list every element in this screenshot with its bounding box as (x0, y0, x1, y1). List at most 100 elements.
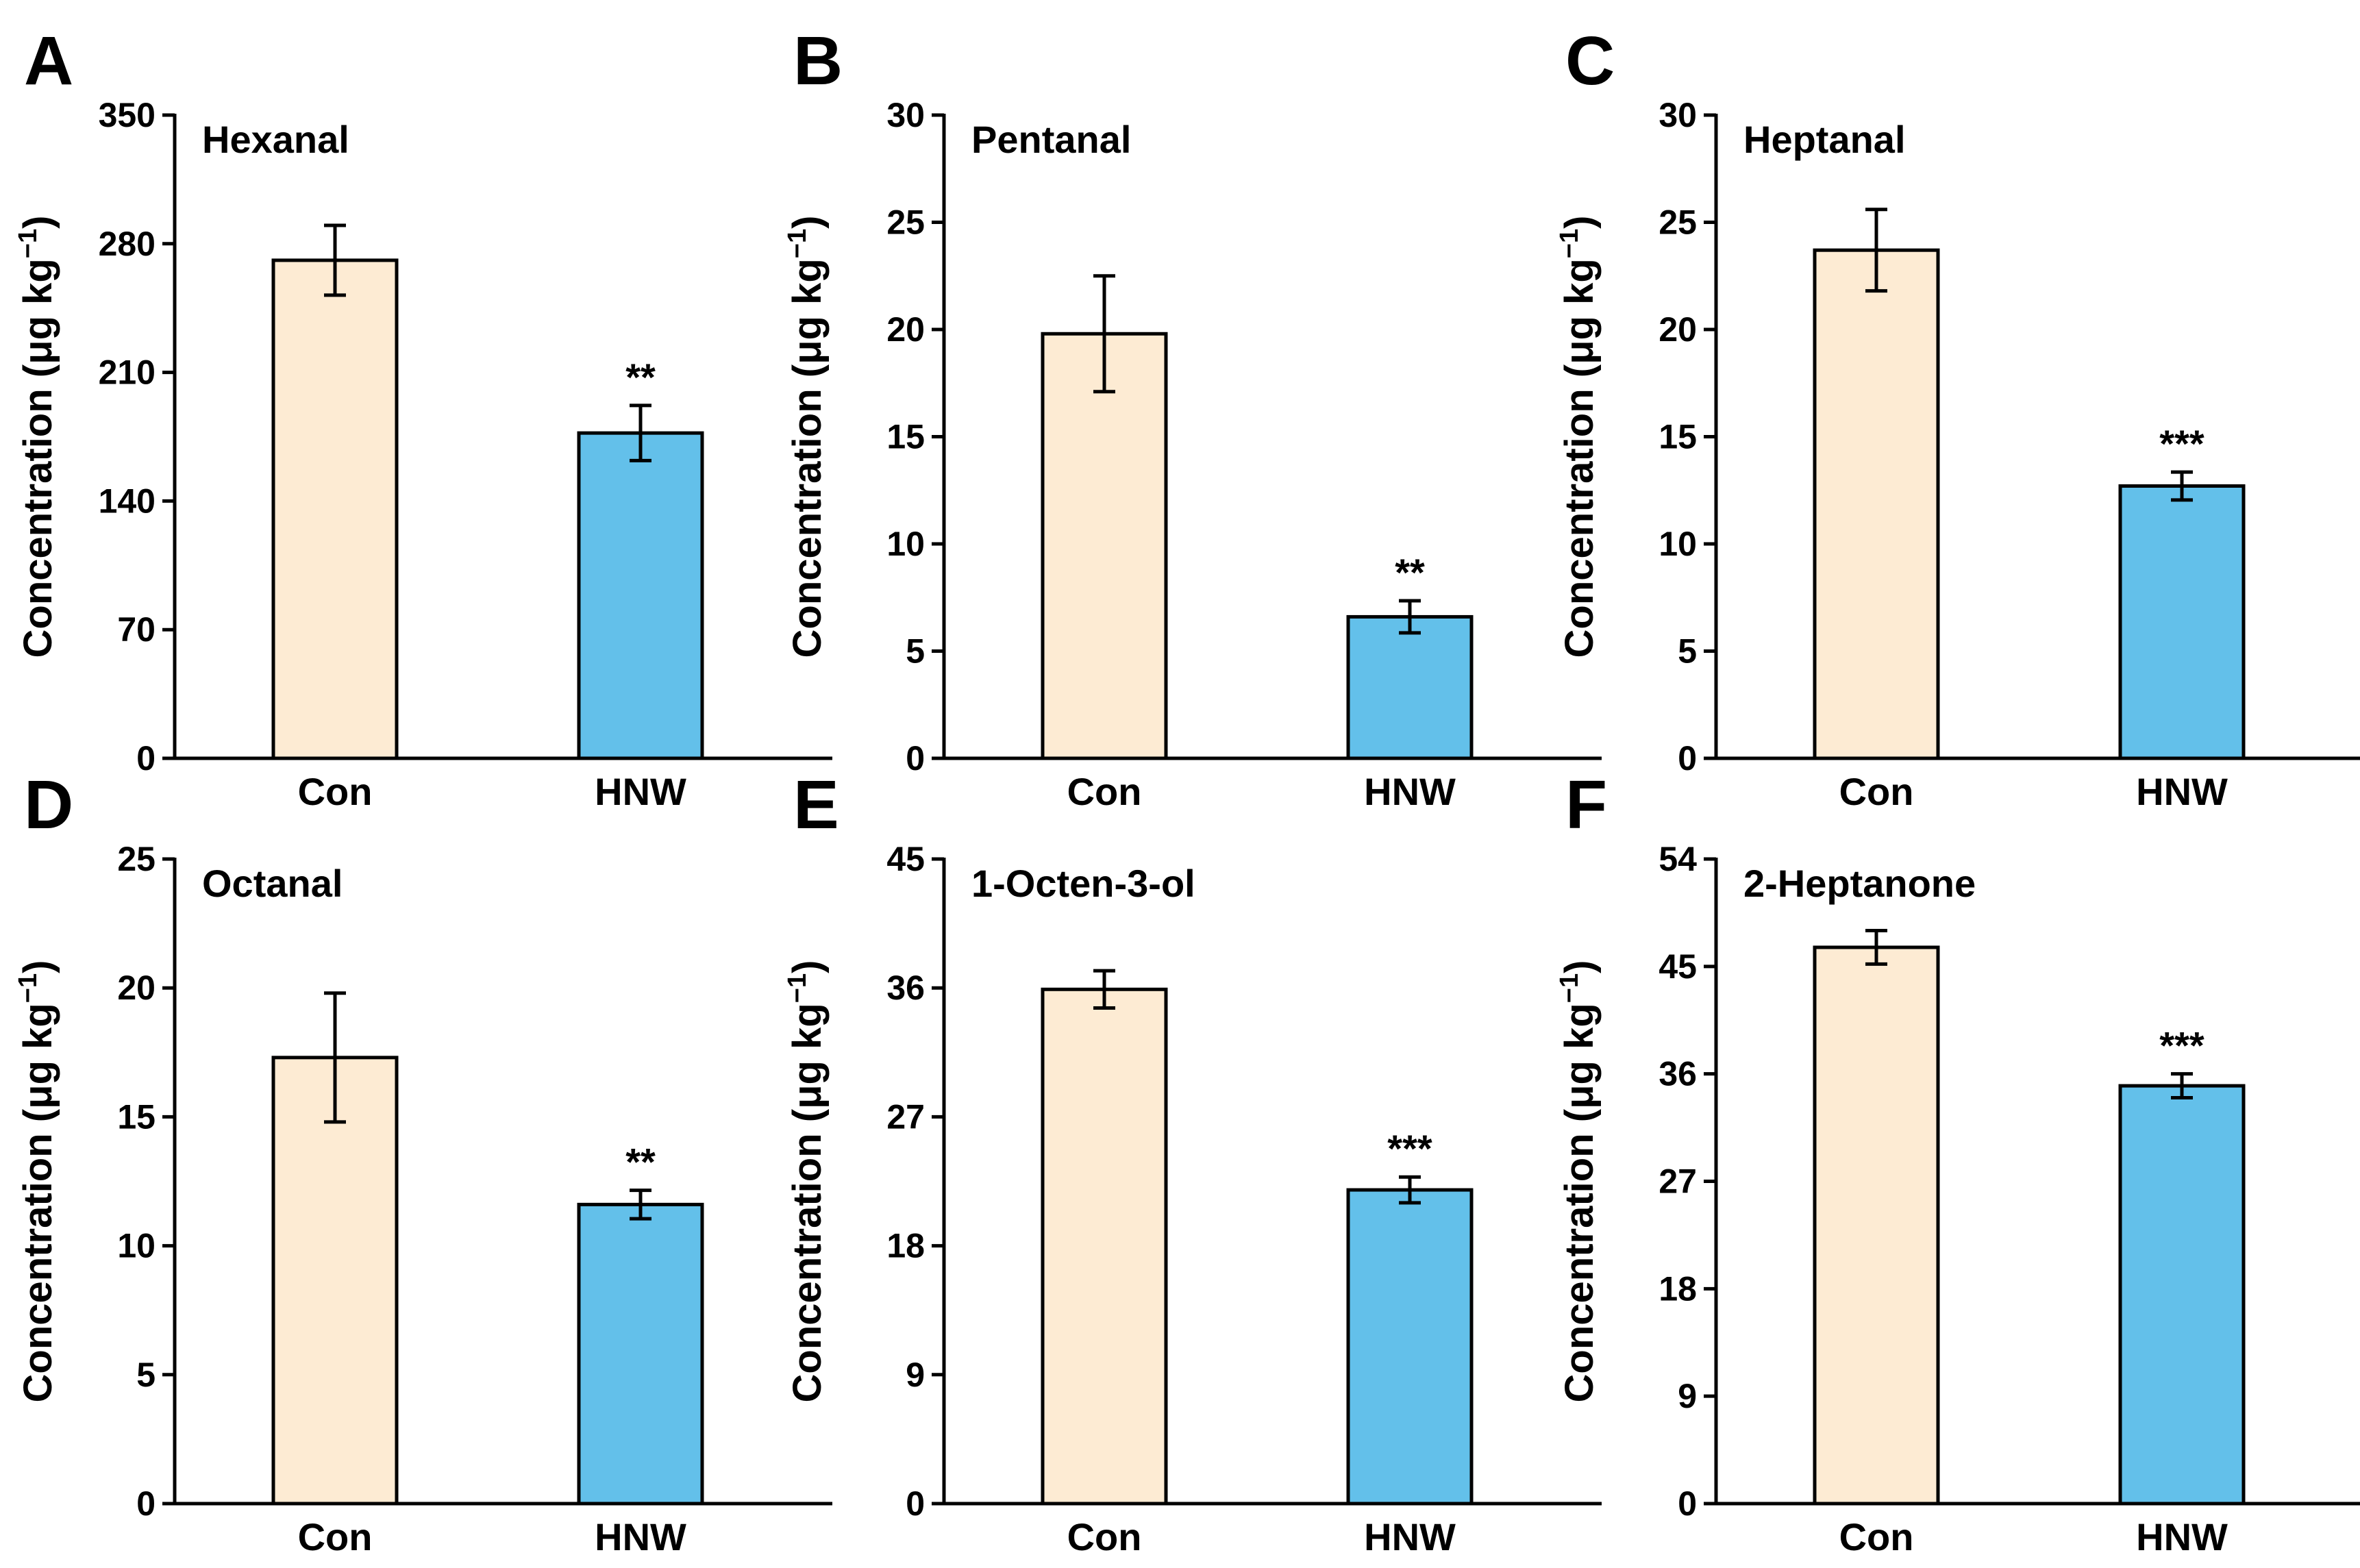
y-tick-label: 45 (886, 840, 925, 878)
x-tick-label-con: Con (1067, 770, 1142, 813)
y-tick-label: 30 (886, 96, 925, 134)
bar-hnw (1346, 614, 1474, 760)
y-tick-label: 30 (1659, 96, 1697, 134)
significance-marker: ** (625, 1141, 656, 1184)
y-tick-label: 10 (1659, 525, 1697, 563)
y-axis-label-main: Concentration (μg kg (16, 1003, 60, 1402)
y-tick-label: 10 (117, 1227, 156, 1265)
y-tick-label: 5 (906, 632, 925, 671)
y-tick-label: 18 (886, 1227, 925, 1265)
bar-con (1813, 248, 1940, 760)
y-tick-label: 25 (1659, 203, 1697, 242)
y-axis-label-sup: −1 (14, 229, 42, 258)
bar-hnw (2118, 484, 2246, 760)
x-tick-label-hnw: HNW (2136, 1515, 2228, 1558)
bar-con (271, 1056, 399, 1506)
y-tick-label: 27 (1659, 1162, 1697, 1201)
bar-con (1041, 987, 1168, 1506)
y-axis-label-main: Concentration (μg kg (1557, 258, 1602, 658)
y-tick-label: 20 (1659, 310, 1697, 349)
y-axis-label-sup: −1 (783, 973, 812, 1003)
panel-letter-f: F (1565, 767, 1607, 843)
y-axis-label-close: ) (785, 216, 830, 229)
chart-title: Heptanal (1743, 118, 1906, 161)
chart-title: Hexanal (202, 118, 349, 161)
bar-con (1041, 332, 1168, 760)
y-axis-label: Concentration (μg kg−1) (783, 216, 830, 658)
x-tick-label-con: Con (1067, 1515, 1142, 1558)
chart-title: 1-Octen-3-ol (971, 862, 1195, 905)
y-tick-label: 15 (1659, 418, 1697, 456)
y-axis-label: Concentration (μg kg−1) (1555, 960, 1602, 1403)
y-tick-label: 280 (99, 225, 156, 263)
panel-letter-c: C (1565, 23, 1615, 99)
y-tick-label: 0 (136, 739, 156, 777)
y-tick-label: 15 (117, 1097, 156, 1136)
y-tick-label: 5 (1678, 632, 1697, 671)
y-axis-label-sup: −1 (1555, 973, 1584, 1003)
significance-marker: ** (1395, 551, 1425, 594)
y-tick-label: 0 (136, 1484, 156, 1523)
y-tick-label: 0 (906, 1484, 925, 1523)
bar-con (1813, 945, 1940, 1506)
y-axis-label: Concentration (μg kg−1) (14, 960, 60, 1403)
panel-letter-e: E (793, 767, 839, 843)
panel-letter-d: D (24, 767, 73, 843)
panel-c: C 0 5 10 15 20 25 30 Concentration (μg kg−1) Hept… (1555, 23, 2360, 813)
y-tick-label: 15 (886, 418, 925, 456)
x-tick-label-hnw: HNW (595, 770, 686, 813)
y-axis-label-close: ) (16, 960, 60, 973)
y-axis-label-close: ) (1557, 216, 1602, 229)
y-tick-label: 0 (1678, 739, 1697, 777)
y-axis-label-sup: −1 (14, 973, 42, 1003)
bar-hnw (1346, 1188, 1474, 1506)
y-tick-label: 350 (99, 96, 156, 134)
y-axis-label-close: ) (1557, 960, 1602, 973)
y-axis-label-sup: −1 (1555, 229, 1584, 258)
y-tick-label: 20 (117, 969, 156, 1007)
x-tick-label-hnw: HNW (2136, 770, 2228, 813)
significance-marker: ** (625, 356, 656, 399)
y-axis-label-close: ) (785, 960, 830, 973)
y-axis-label: Concentration (μg kg−1) (783, 960, 830, 1403)
y-axis-label-main: Concentration (μg kg (785, 1003, 830, 1402)
significance-marker: *** (2159, 1024, 2204, 1067)
y-axis-label: Concentration (μg kg−1) (14, 216, 60, 658)
y-tick-label: 210 (99, 353, 156, 392)
y-tick-label: 10 (886, 525, 925, 563)
bar-hnw (577, 1202, 704, 1506)
y-tick-label: 36 (886, 969, 925, 1007)
y-axis-label-main: Concentration (μg kg (785, 258, 830, 658)
x-tick-label-hnw: HNW (1364, 1515, 1456, 1558)
y-tick-label: 5 (136, 1356, 156, 1394)
panel-f: F 0 9 18 27 36 45 54 Concentration (μg kg−1) 2-He… (1555, 767, 2360, 1558)
y-axis-label-sup: −1 (783, 229, 812, 258)
bar-hnw (577, 431, 704, 760)
bar-hnw (2118, 1084, 2246, 1506)
x-tick-label-con: Con (1839, 770, 1914, 813)
chart-title: Pentanal (971, 118, 1131, 161)
y-axis-label: Concentration (μg kg−1) (1555, 216, 1602, 658)
x-tick-label-con: Con (298, 1515, 373, 1558)
y-axis-label-close: ) (16, 216, 60, 229)
y-tick-label: 70 (117, 610, 156, 649)
panel-letter-a: A (24, 23, 73, 99)
y-axis-label-main: Concentration (μg kg (16, 258, 60, 658)
y-tick-label: 140 (99, 482, 156, 520)
y-tick-label: 18 (1659, 1269, 1697, 1308)
y-tick-label: 9 (906, 1356, 925, 1394)
y-tick-label: 9 (1678, 1377, 1697, 1415)
significance-marker: *** (2159, 422, 2204, 465)
y-tick-label: 25 (117, 840, 156, 878)
bar-con (271, 258, 399, 760)
x-tick-label-con: Con (298, 770, 373, 813)
y-axis-label-main: Concentration (μg kg (1557, 1003, 1602, 1402)
y-tick-label: 25 (886, 203, 925, 242)
y-tick-label: 0 (1678, 1484, 1697, 1523)
y-tick-label: 54 (1659, 840, 1697, 878)
panel-letter-b: B (793, 23, 843, 99)
